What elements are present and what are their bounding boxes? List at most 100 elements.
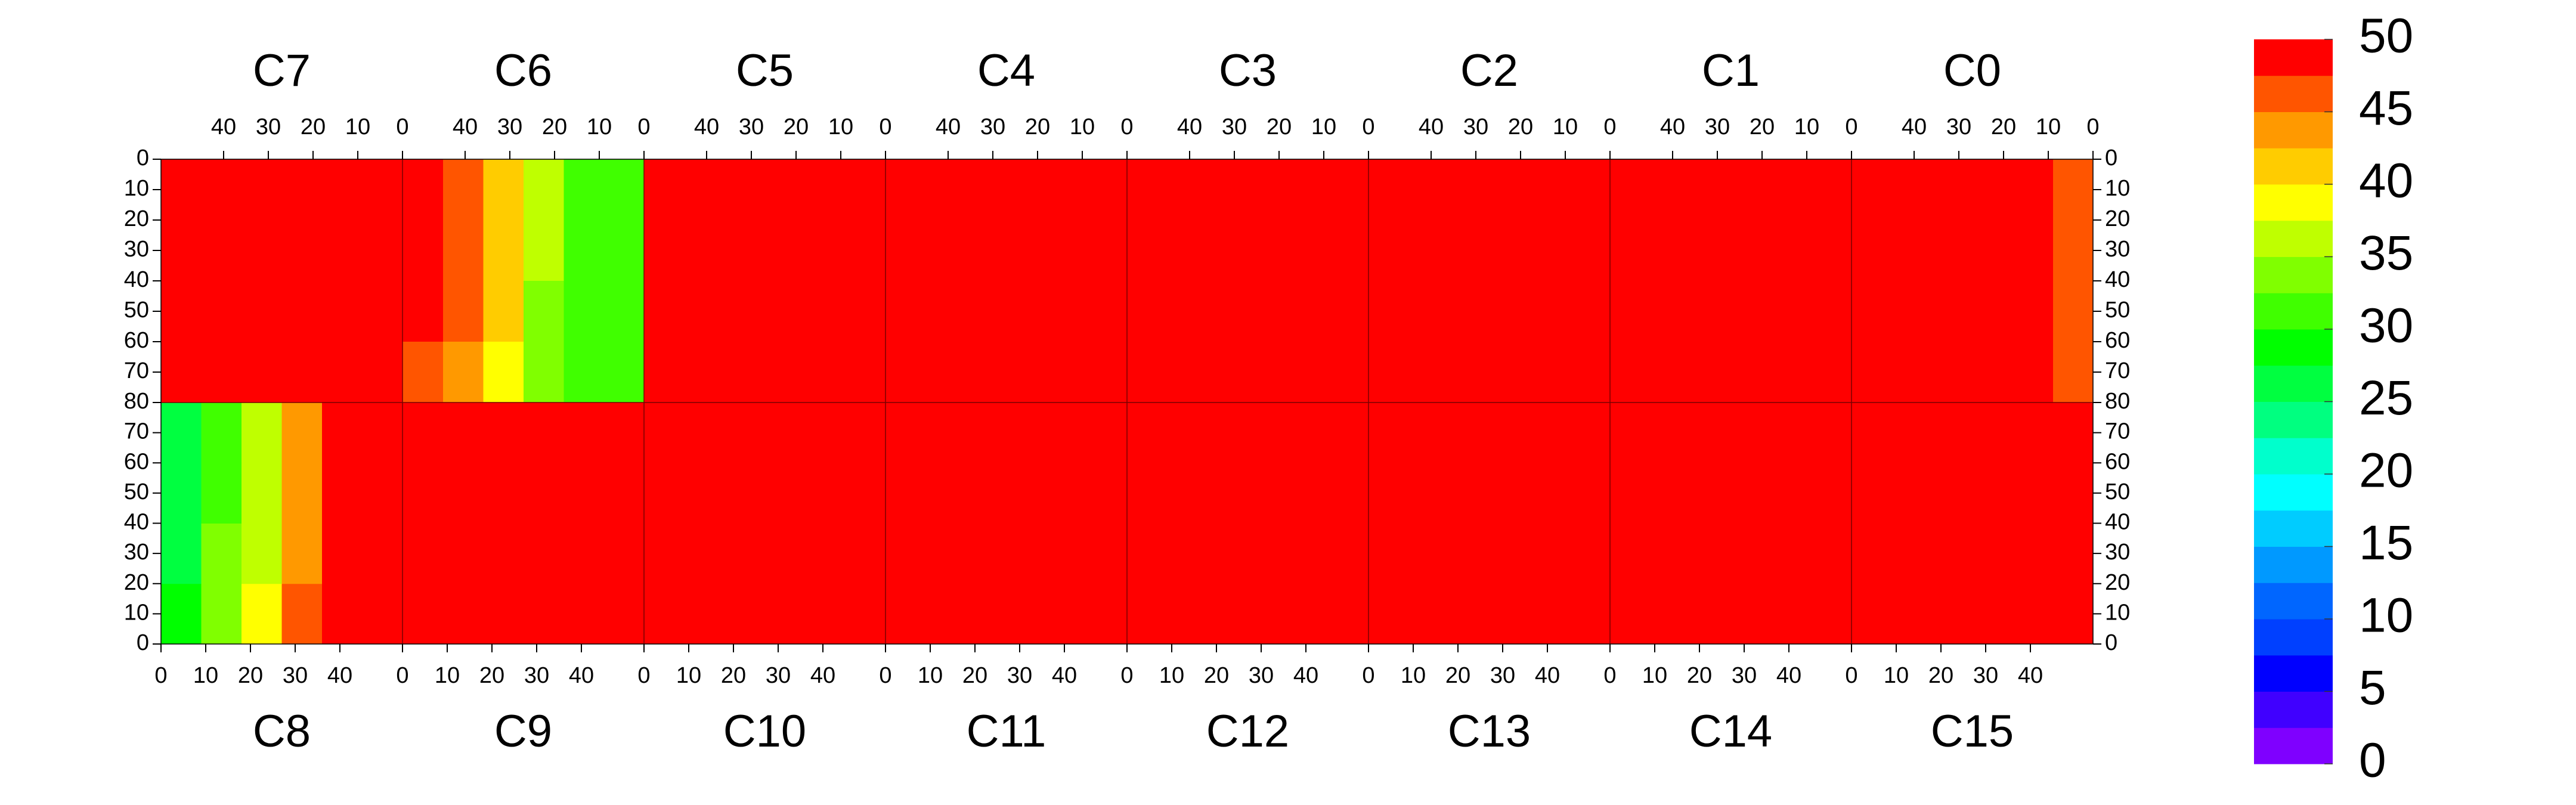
heatmap-cell bbox=[161, 342, 202, 403]
heatmap-cell bbox=[161, 463, 202, 524]
heatmap-cell bbox=[161, 281, 202, 342]
heatmap-cell bbox=[2012, 523, 2053, 584]
y-tick-label: 40 bbox=[124, 267, 149, 292]
x-tick-label: 40 bbox=[810, 663, 835, 688]
heatmap-cell bbox=[684, 402, 725, 463]
heatmap-cell bbox=[322, 342, 363, 403]
heatmap-cell bbox=[1730, 342, 1772, 403]
heatmap-cell bbox=[1811, 583, 1852, 645]
heatmap-cell bbox=[2052, 523, 2094, 584]
x-tick-label: 20 bbox=[1267, 114, 1292, 140]
heatmap-cell bbox=[1046, 281, 1087, 342]
chip-label: C5 bbox=[736, 45, 794, 96]
heatmap-cell bbox=[362, 402, 403, 463]
heatmap-cell bbox=[1167, 159, 1208, 221]
heatmap-cell bbox=[1408, 281, 1450, 342]
x-tick-label: 30 bbox=[1732, 663, 1757, 688]
heatmap-cell bbox=[564, 281, 604, 342]
heatmap-cell bbox=[564, 159, 604, 221]
heatmap-cell bbox=[1610, 342, 1651, 403]
heatmap-cell bbox=[1247, 281, 1289, 342]
x-tick-label: 10 bbox=[435, 663, 460, 688]
heatmap-cell bbox=[1328, 523, 1369, 584]
colorbar-tick-label: 50 bbox=[2359, 9, 2413, 63]
heatmap-cell bbox=[242, 402, 282, 463]
x-tick-label: 20 bbox=[1508, 114, 1533, 140]
heatmap-cell bbox=[966, 159, 1007, 221]
heatmap-cell bbox=[1771, 220, 1812, 281]
chip-label: C15 bbox=[1931, 706, 2014, 757]
heatmap-cell bbox=[201, 583, 242, 645]
heatmap-cell bbox=[483, 220, 524, 281]
heatmap-cell bbox=[684, 523, 725, 584]
heatmap-cell bbox=[1408, 342, 1450, 403]
x-tick-label: 30 bbox=[1463, 114, 1488, 140]
heatmap-cell bbox=[1690, 463, 1731, 524]
heatmap-cell bbox=[1247, 159, 1289, 221]
x-tick-label: 20 bbox=[784, 114, 809, 140]
heatmap-cell bbox=[1852, 583, 1892, 645]
heatmap-cell bbox=[1046, 523, 1087, 584]
heatmap-cell bbox=[1811, 402, 1852, 463]
x-tick-label: 0 bbox=[1845, 114, 1857, 140]
heatmap-cell bbox=[644, 342, 685, 403]
heatmap-cell bbox=[322, 281, 363, 342]
heatmap-cell bbox=[1530, 523, 1570, 584]
heatmap-cell bbox=[1288, 342, 1329, 403]
heatmap-cell bbox=[886, 342, 926, 403]
heatmap-cell bbox=[1006, 402, 1047, 463]
heatmap-cell bbox=[1086, 583, 1128, 645]
heatmap-cell bbox=[362, 463, 403, 524]
heatmap-cell bbox=[1730, 159, 1772, 221]
heatmap-cell bbox=[322, 159, 363, 221]
chip-label: C0 bbox=[1943, 45, 2001, 96]
y-tick-label: 0 bbox=[137, 630, 149, 655]
heatmap-cell bbox=[845, 159, 886, 221]
heatmap-cell bbox=[966, 583, 1007, 645]
heatmap-cell bbox=[442, 463, 484, 524]
heatmap-cell bbox=[1852, 523, 1892, 584]
heatmap-cell bbox=[1368, 402, 1409, 463]
heatmap-cell bbox=[1569, 523, 1611, 584]
heatmap-cell bbox=[402, 342, 443, 403]
heatmap-cell bbox=[1972, 342, 2013, 403]
heatmap-cell bbox=[684, 220, 725, 281]
y-tick-label: 70 bbox=[124, 358, 149, 383]
x-tick-label: 0 bbox=[396, 663, 408, 688]
y-tick-label: 0 bbox=[2105, 145, 2117, 171]
heatmap-cell bbox=[1690, 220, 1731, 281]
y-tick-label: 50 bbox=[124, 298, 149, 323]
heatmap-cell bbox=[1167, 281, 1208, 342]
colorbar-band bbox=[2254, 39, 2333, 76]
y-tick-label: 20 bbox=[124, 570, 149, 595]
heatmap-cell bbox=[1368, 342, 1409, 403]
colorbar-tick-label: 40 bbox=[2359, 154, 2413, 208]
x-tick-label: 30 bbox=[1973, 663, 1998, 688]
heatmap-cell bbox=[402, 463, 443, 524]
y-tick-label: 70 bbox=[124, 419, 149, 444]
heatmap-cell bbox=[523, 281, 564, 342]
heatmap-cell bbox=[925, 159, 967, 221]
colorbar-band bbox=[2254, 365, 2333, 402]
heatmap-cell bbox=[603, 463, 645, 524]
heatmap-cell bbox=[1972, 583, 2013, 645]
heatmap-cell bbox=[1408, 402, 1450, 463]
heatmap-cell bbox=[442, 523, 484, 584]
heatmap-cell bbox=[523, 342, 564, 403]
y-tick-label: 40 bbox=[2105, 510, 2130, 535]
heatmap-cell bbox=[966, 463, 1007, 524]
x-tick-label: 10 bbox=[918, 663, 943, 688]
heatmap-cell bbox=[1127, 402, 1168, 463]
heatmap-cell bbox=[1569, 463, 1611, 524]
heatmap-cell bbox=[1046, 463, 1087, 524]
y-tick-label: 50 bbox=[124, 479, 149, 504]
heatmap-cell bbox=[1247, 463, 1289, 524]
heatmap-cell bbox=[2012, 342, 2053, 403]
heatmap-cell bbox=[886, 159, 926, 221]
heatmap-cell bbox=[764, 523, 806, 584]
heatmap-cell bbox=[1730, 583, 1772, 645]
heatmap-cell bbox=[886, 463, 926, 524]
x-tick-label: 10 bbox=[345, 114, 370, 140]
heatmap-cell bbox=[1932, 220, 1973, 281]
